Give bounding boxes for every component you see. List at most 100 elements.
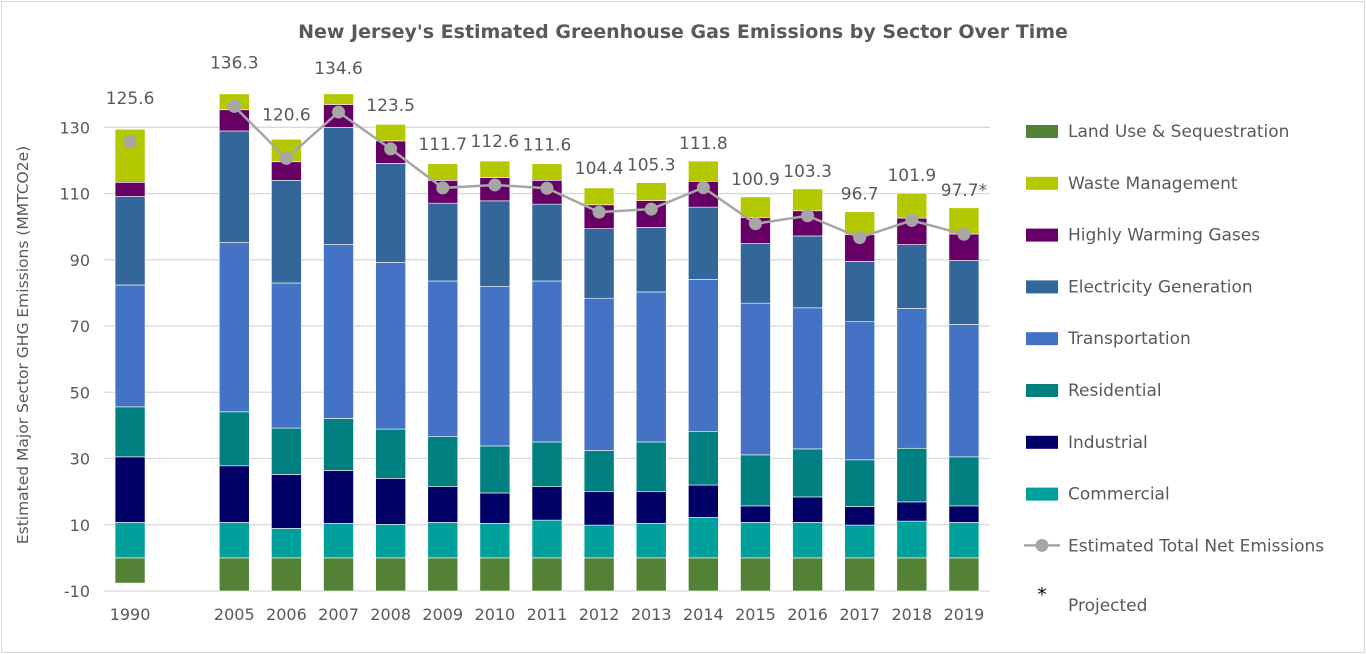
- bar-segment-electricity-generation: [531, 203, 563, 282]
- legend-label: Commercial: [1068, 485, 1170, 505]
- bar-segment-highly-warming-gases: [114, 181, 146, 197]
- data-label: 134.6: [314, 59, 363, 79]
- gridlines: [104, 126, 990, 592]
- total-point: [540, 181, 554, 195]
- bar-segment-commercial: [271, 528, 302, 559]
- bar-segment-transportation: [792, 307, 823, 450]
- bar-segment-industrial: [375, 478, 406, 525]
- legend-swatch: [1026, 487, 1058, 501]
- bar-segment-industrial: [844, 506, 876, 526]
- bars: [114, 93, 980, 592]
- x-tick-label: 2014: [683, 605, 724, 624]
- bar-segment-commercial: [375, 524, 406, 559]
- bar-segment-commercial: [844, 524, 876, 559]
- total-line: [123, 99, 971, 245]
- bar-segment-residential: [427, 436, 459, 487]
- legend-swatch: [1026, 125, 1058, 138]
- x-tick-label: 2009: [422, 605, 463, 624]
- total-point: [801, 209, 815, 223]
- x-tick-label: 2012: [579, 605, 620, 624]
- bar-segment-land-use-sequestration: [479, 557, 511, 592]
- bar-segment-transportation: [740, 302, 771, 456]
- bar-segment-electricity-generation: [948, 260, 980, 325]
- axis-ticks: -10 10 30 50 70 90 110 130 1990 2005 2006 2007 2008 2…: [59, 118, 984, 624]
- total-point: [748, 217, 762, 231]
- legend-item: Land Use & Sequestration: [1026, 122, 1289, 142]
- bar-segment-residential: [896, 447, 928, 503]
- bar-segment-land-use-sequestration: [271, 557, 302, 592]
- bar-segment-land-use-sequestration: [375, 557, 406, 592]
- bar-segment-land-use-sequestration: [323, 557, 354, 592]
- x-tick-label: 2019: [944, 605, 985, 624]
- bar-segment-industrial: [688, 484, 719, 518]
- bar-segment-industrial: [479, 492, 511, 524]
- y-tick-label: 130: [59, 118, 90, 137]
- bar-segment-waste-management: [114, 129, 146, 183]
- chart-title: New Jersey's Estimated Greenhouse Gas Em…: [298, 21, 1068, 43]
- total-point: [227, 99, 241, 113]
- bar-segment-commercial: [114, 522, 146, 559]
- bar-segment-electricity-generation: [271, 180, 302, 284]
- bar-segment-commercial: [635, 523, 667, 559]
- legend-swatch: [1026, 384, 1058, 397]
- x-tick-label: 2007: [318, 605, 359, 624]
- bar-segment-transportation: [114, 284, 146, 408]
- bar-segment-residential: [740, 454, 771, 507]
- bar-segment-transportation: [427, 280, 459, 437]
- bar-segment-residential: [948, 456, 980, 507]
- legend-item: Commercial: [1026, 485, 1170, 505]
- bar-segment-residential: [218, 411, 250, 467]
- legend-label: Industrial: [1068, 433, 1148, 453]
- legend-label: Highly Warming Gases: [1068, 226, 1260, 246]
- legend-item: Estimated Total Net Emissions: [1024, 536, 1324, 556]
- legend-item: * Projected: [1037, 584, 1147, 616]
- data-label: 100.9: [731, 170, 780, 190]
- data-label: 112.6: [471, 132, 520, 152]
- x-tick-label: 2005: [214, 605, 255, 624]
- bar-segment-industrial: [427, 486, 459, 523]
- bar-segment-commercial: [740, 522, 771, 559]
- bar-segment-waste-management: [531, 163, 563, 181]
- bar-segment-land-use-sequestration: [531, 557, 563, 592]
- bar-segment-transportation: [688, 279, 719, 432]
- bar-segment-transportation: [531, 280, 563, 443]
- total-point: [436, 181, 450, 195]
- x-tick-label: 2018: [891, 605, 932, 624]
- bar-segment-waste-management: [792, 188, 823, 212]
- x-tick-label: 2008: [370, 605, 411, 624]
- total-point: [853, 231, 867, 245]
- bar-segment-land-use-sequestration: [948, 557, 980, 592]
- data-label: 123.5: [366, 96, 415, 116]
- bar-segment-industrial: [896, 501, 928, 522]
- data-label: 136.3: [210, 53, 259, 73]
- legend-item: Waste Management: [1026, 174, 1238, 194]
- bar-segment-electricity-generation: [479, 200, 511, 287]
- bar-segment-waste-management: [740, 196, 771, 218]
- y-tick-label: 30: [70, 450, 90, 469]
- bar-segment-commercial: [427, 522, 459, 559]
- data-label: 111.6: [523, 135, 572, 155]
- y-tick-label: 50: [70, 383, 90, 402]
- bar-segment-land-use-sequestration: [583, 557, 615, 592]
- legend-label: Waste Management: [1068, 174, 1238, 194]
- bar-segment-electricity-generation: [688, 206, 719, 280]
- bar-segment-land-use-sequestration: [792, 557, 823, 592]
- bar-segment-waste-management: [688, 160, 719, 182]
- bar-segment-electricity-generation: [583, 228, 615, 299]
- bar-segment-residential: [635, 441, 667, 492]
- bar-segment-residential: [323, 418, 354, 471]
- total-point: [644, 202, 658, 216]
- bar-segment-electricity-generation: [792, 235, 823, 309]
- bar-segment-transportation: [375, 262, 406, 430]
- y-tick-label: 70: [70, 317, 90, 336]
- legend-label: Projected: [1068, 596, 1147, 616]
- data-label: 105.3: [627, 156, 676, 176]
- y-tick-label: 110: [59, 185, 90, 204]
- bar-segment-commercial: [688, 517, 719, 559]
- bar-segment-commercial: [531, 519, 563, 559]
- legend-label: Electricity Generation: [1068, 277, 1253, 297]
- y-tick-label: 90: [70, 251, 90, 270]
- x-tick-label: 2015: [735, 605, 776, 624]
- legend-item: Residential: [1026, 381, 1162, 401]
